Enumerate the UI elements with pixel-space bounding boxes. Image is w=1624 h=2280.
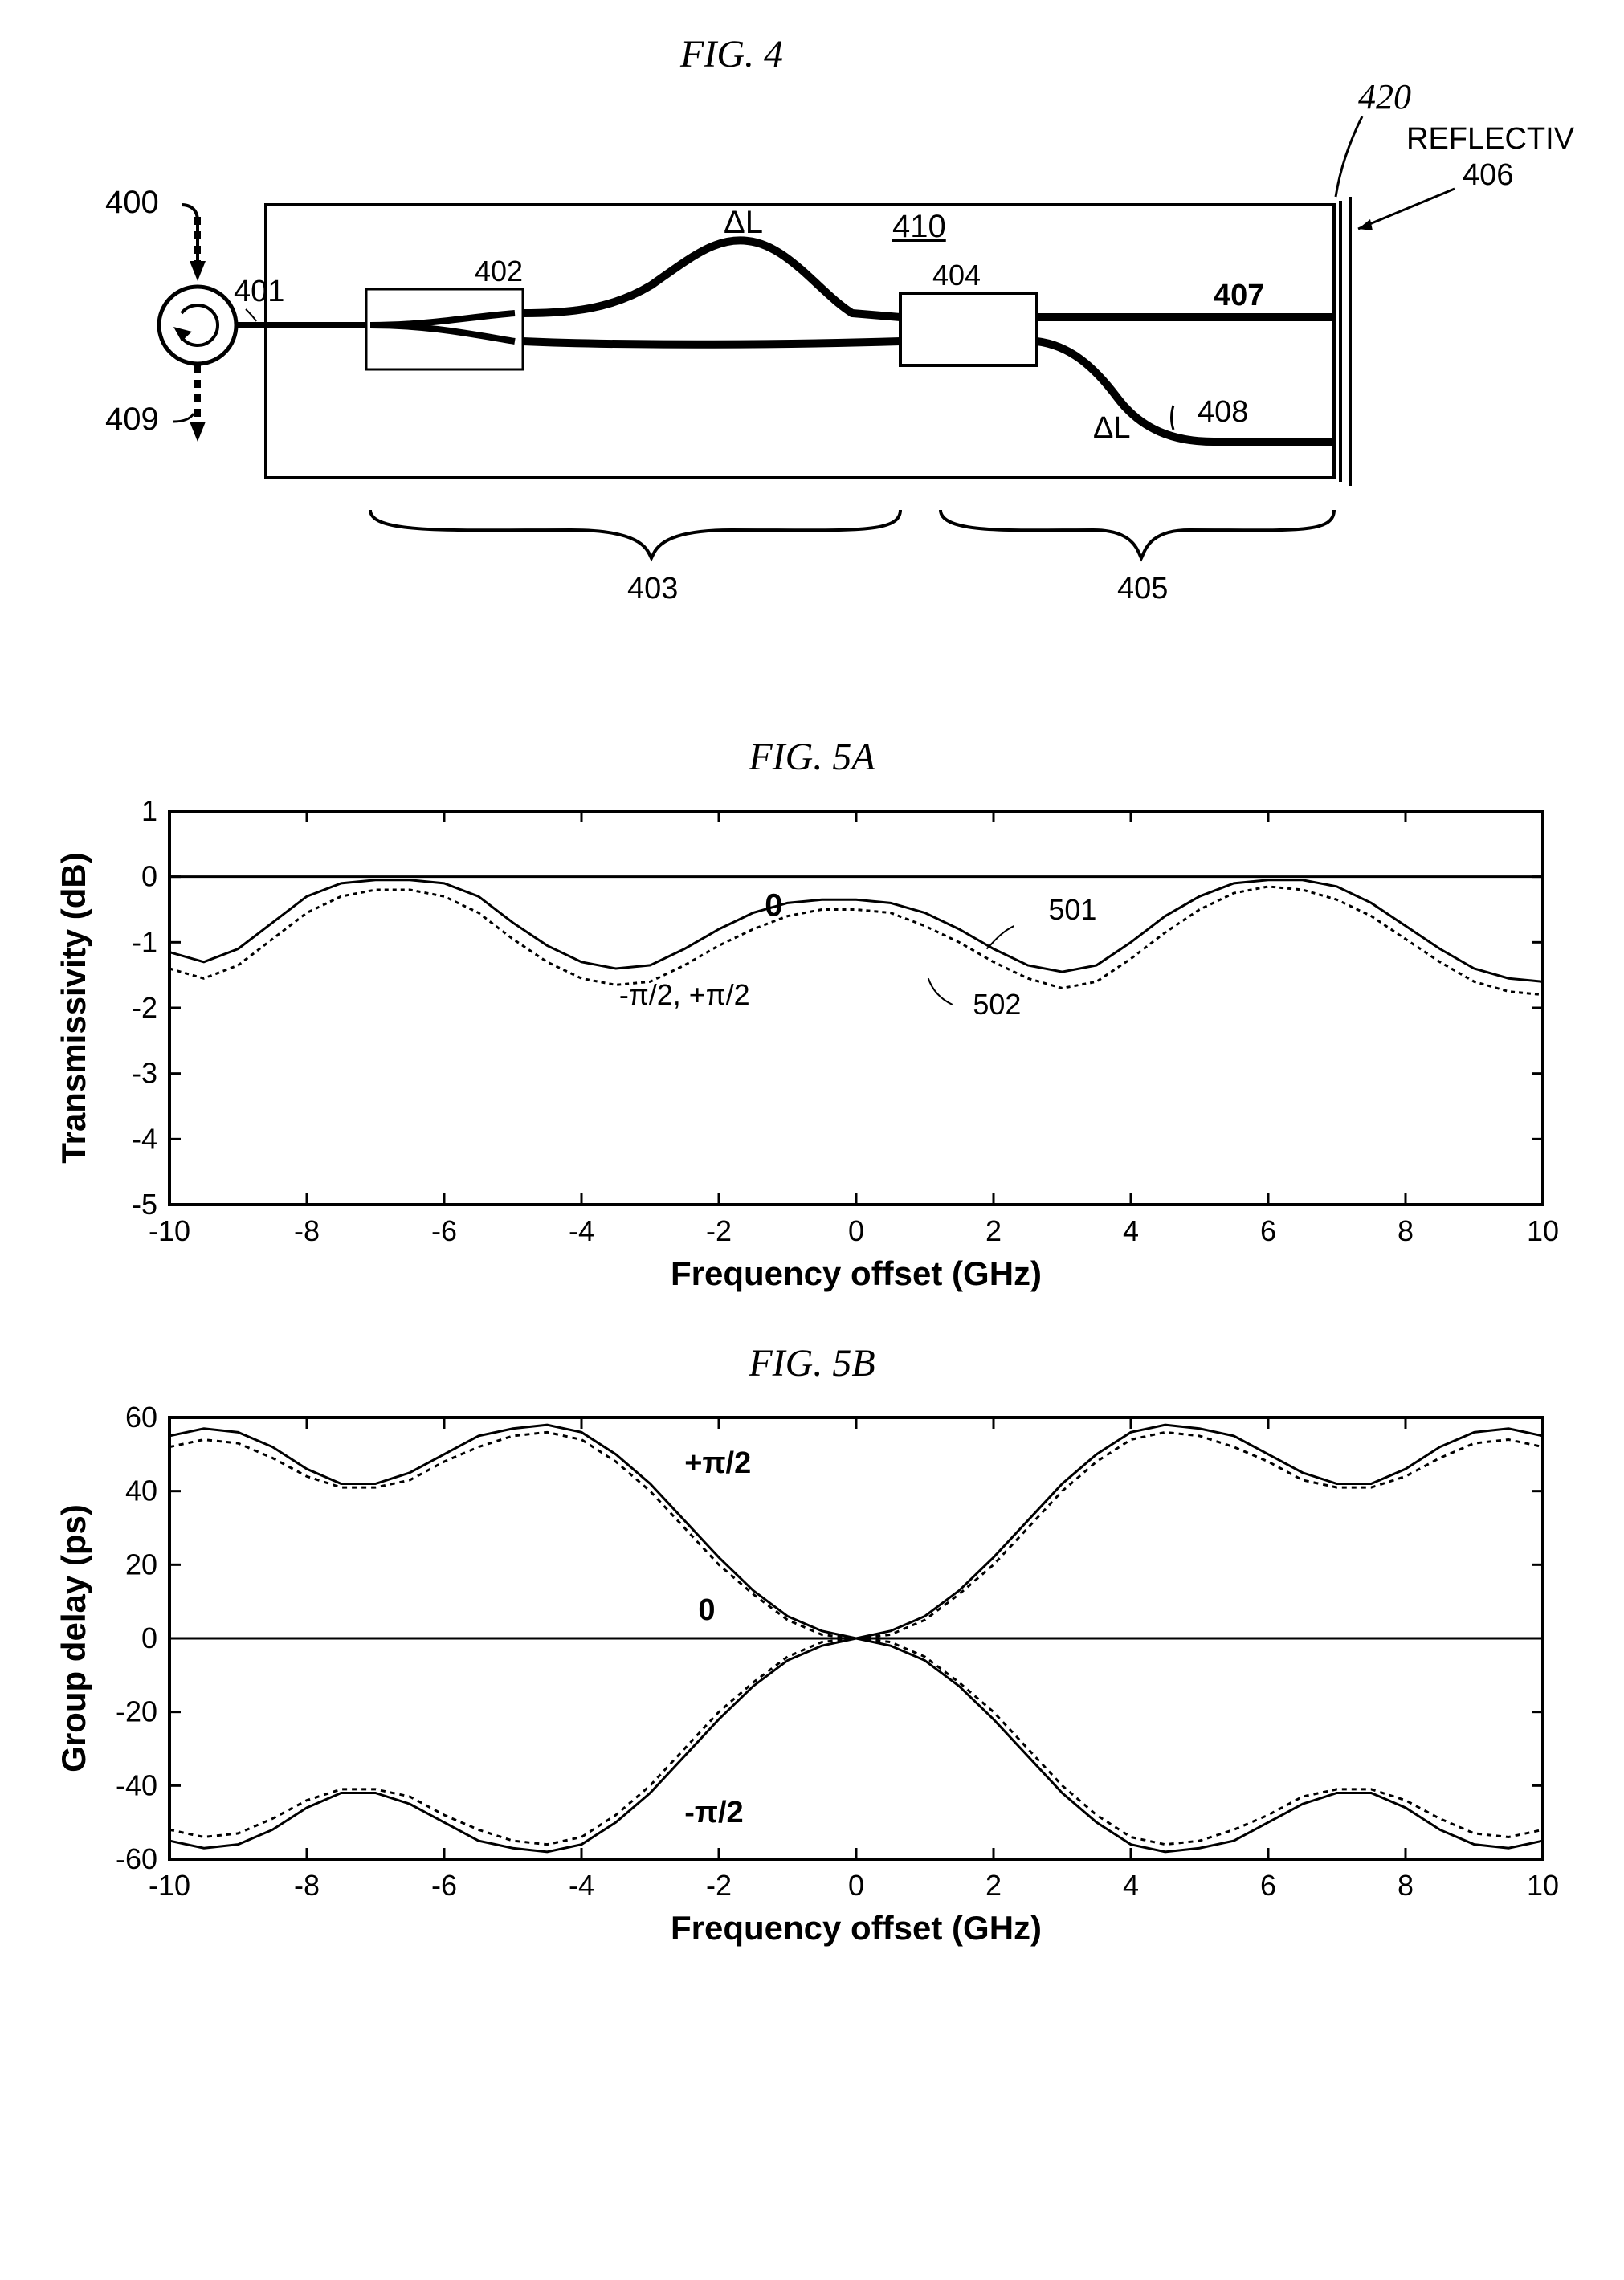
svg-text:+π/2: +π/2 (684, 1446, 751, 1480)
fig4-title: FIG. 4 (0, 32, 1576, 76)
svg-text:-π/2, +π/2: -π/2, +π/2 (619, 978, 750, 1011)
label-401: 401 (234, 275, 284, 308)
svg-text:-4: -4 (569, 1214, 594, 1247)
svg-text:-20: -20 (116, 1695, 157, 1728)
label-reflective-facet: REFLECTIVE FACET (1406, 122, 1575, 156)
fig4-diagram: 420 REFLECTIVE FACET 406 410 400 (49, 84, 1575, 695)
arrow-420 (1336, 116, 1362, 197)
fig5b-title: FIG. 5B (48, 1341, 1576, 1385)
label-403: 403 (627, 572, 678, 606)
arrow-409-head (190, 422, 206, 442)
svg-text:-2: -2 (706, 1869, 732, 1902)
brace-405 (941, 510, 1334, 558)
label-404: 404 (932, 259, 981, 292)
svg-text:-2: -2 (706, 1214, 732, 1247)
svg-text:-8: -8 (294, 1869, 320, 1902)
circulator (159, 287, 236, 364)
svg-text:0: 0 (698, 1593, 715, 1627)
svg-text:-3: -3 (132, 1057, 157, 1090)
fig5a-title: FIG. 5A (48, 735, 1576, 779)
svg-text:-60: -60 (116, 1842, 157, 1875)
svg-text:0: 0 (765, 888, 782, 924)
label-410: 410 (892, 209, 946, 244)
chart-5b: -10-8-6-4-20246810-60-40-200204060Freque… (49, 1393, 1575, 1956)
svg-text:6: 6 (1260, 1869, 1276, 1902)
label-402: 402 (475, 255, 523, 288)
svg-text:10: 10 (1527, 1869, 1559, 1902)
arrow-406-head (1358, 219, 1373, 230)
arm-408 (1037, 341, 1334, 442)
svg-text:1: 1 (141, 794, 157, 827)
svg-text:40: 40 (125, 1474, 157, 1507)
coupler-404 (900, 293, 1037, 365)
svg-text:Frequency offset (GHz): Frequency offset (GHz) (671, 1254, 1042, 1292)
svg-text:4: 4 (1123, 1869, 1139, 1902)
lower-arm (523, 341, 900, 345)
svg-text:4: 4 (1123, 1214, 1139, 1247)
svg-text:-4: -4 (569, 1869, 594, 1902)
svg-text:-6: -6 (431, 1869, 457, 1902)
chart-5a: -10-8-6-4-20246810-5-4-3-2-101Frequency … (49, 787, 1575, 1301)
svg-text:0: 0 (141, 860, 157, 893)
label-408: 408 (1198, 395, 1248, 429)
svg-text:-8: -8 (294, 1214, 320, 1247)
svg-text:502: 502 (973, 988, 1021, 1021)
svg-text:-40: -40 (116, 1768, 157, 1801)
arrow-409-curve (173, 414, 194, 422)
figure-5a: FIG. 5A -10-8-6-4-20246810-5-4-3-2-101Fr… (48, 735, 1576, 1301)
svg-text:20: 20 (125, 1548, 157, 1581)
label-407: 407 (1214, 279, 1264, 312)
svg-text:-π/2: -π/2 (684, 1796, 743, 1829)
svg-text:0: 0 (848, 1869, 864, 1902)
svg-text:-1: -1 (132, 925, 157, 958)
svg-text:Group delay (ps): Group delay (ps) (55, 1504, 92, 1772)
label-deltaL-1: ΔL (724, 205, 763, 240)
svg-text:-5: -5 (132, 1188, 157, 1221)
label-408-tick (1172, 406, 1174, 430)
label-400: 400 (105, 185, 159, 220)
svg-text:2: 2 (985, 1869, 1002, 1902)
figure-4: FIG. 4 420 REFLECTIVE FACET 406 410 400 (48, 32, 1576, 695)
svg-text:60: 60 (125, 1401, 157, 1434)
svg-text:Transmissivity (dB): Transmissivity (dB) (55, 852, 92, 1163)
brace-403 (370, 510, 900, 558)
label-406: 406 (1463, 158, 1513, 192)
svg-text:8: 8 (1398, 1869, 1414, 1902)
svg-text:0: 0 (848, 1214, 864, 1247)
svg-text:8: 8 (1398, 1214, 1414, 1247)
label-deltaL-2: ΔL (1093, 411, 1131, 445)
svg-text:-6: -6 (431, 1214, 457, 1247)
arrow-400-head (190, 261, 206, 281)
svg-text:Frequency offset (GHz): Frequency offset (GHz) (671, 1909, 1042, 1947)
svg-text:-4: -4 (132, 1122, 157, 1155)
label-405: 405 (1117, 572, 1168, 606)
svg-text:0: 0 (141, 1621, 157, 1654)
arrow-406 (1358, 189, 1455, 229)
svg-text:-2: -2 (132, 991, 157, 1024)
upper-arm (523, 240, 900, 317)
figure-5b: FIG. 5B -10-8-6-4-20246810-60-40-2002040… (48, 1341, 1576, 1956)
label-420: 420 (1358, 84, 1411, 116)
svg-text:501: 501 (1048, 893, 1096, 926)
svg-text:6: 6 (1260, 1214, 1276, 1247)
svg-text:10: 10 (1527, 1214, 1559, 1247)
circulator-arrowhead (173, 327, 192, 341)
label-401-tick (246, 309, 256, 321)
svg-text:2: 2 (985, 1214, 1002, 1247)
circulator-arrow (182, 305, 218, 345)
label-409: 409 (105, 402, 159, 437)
